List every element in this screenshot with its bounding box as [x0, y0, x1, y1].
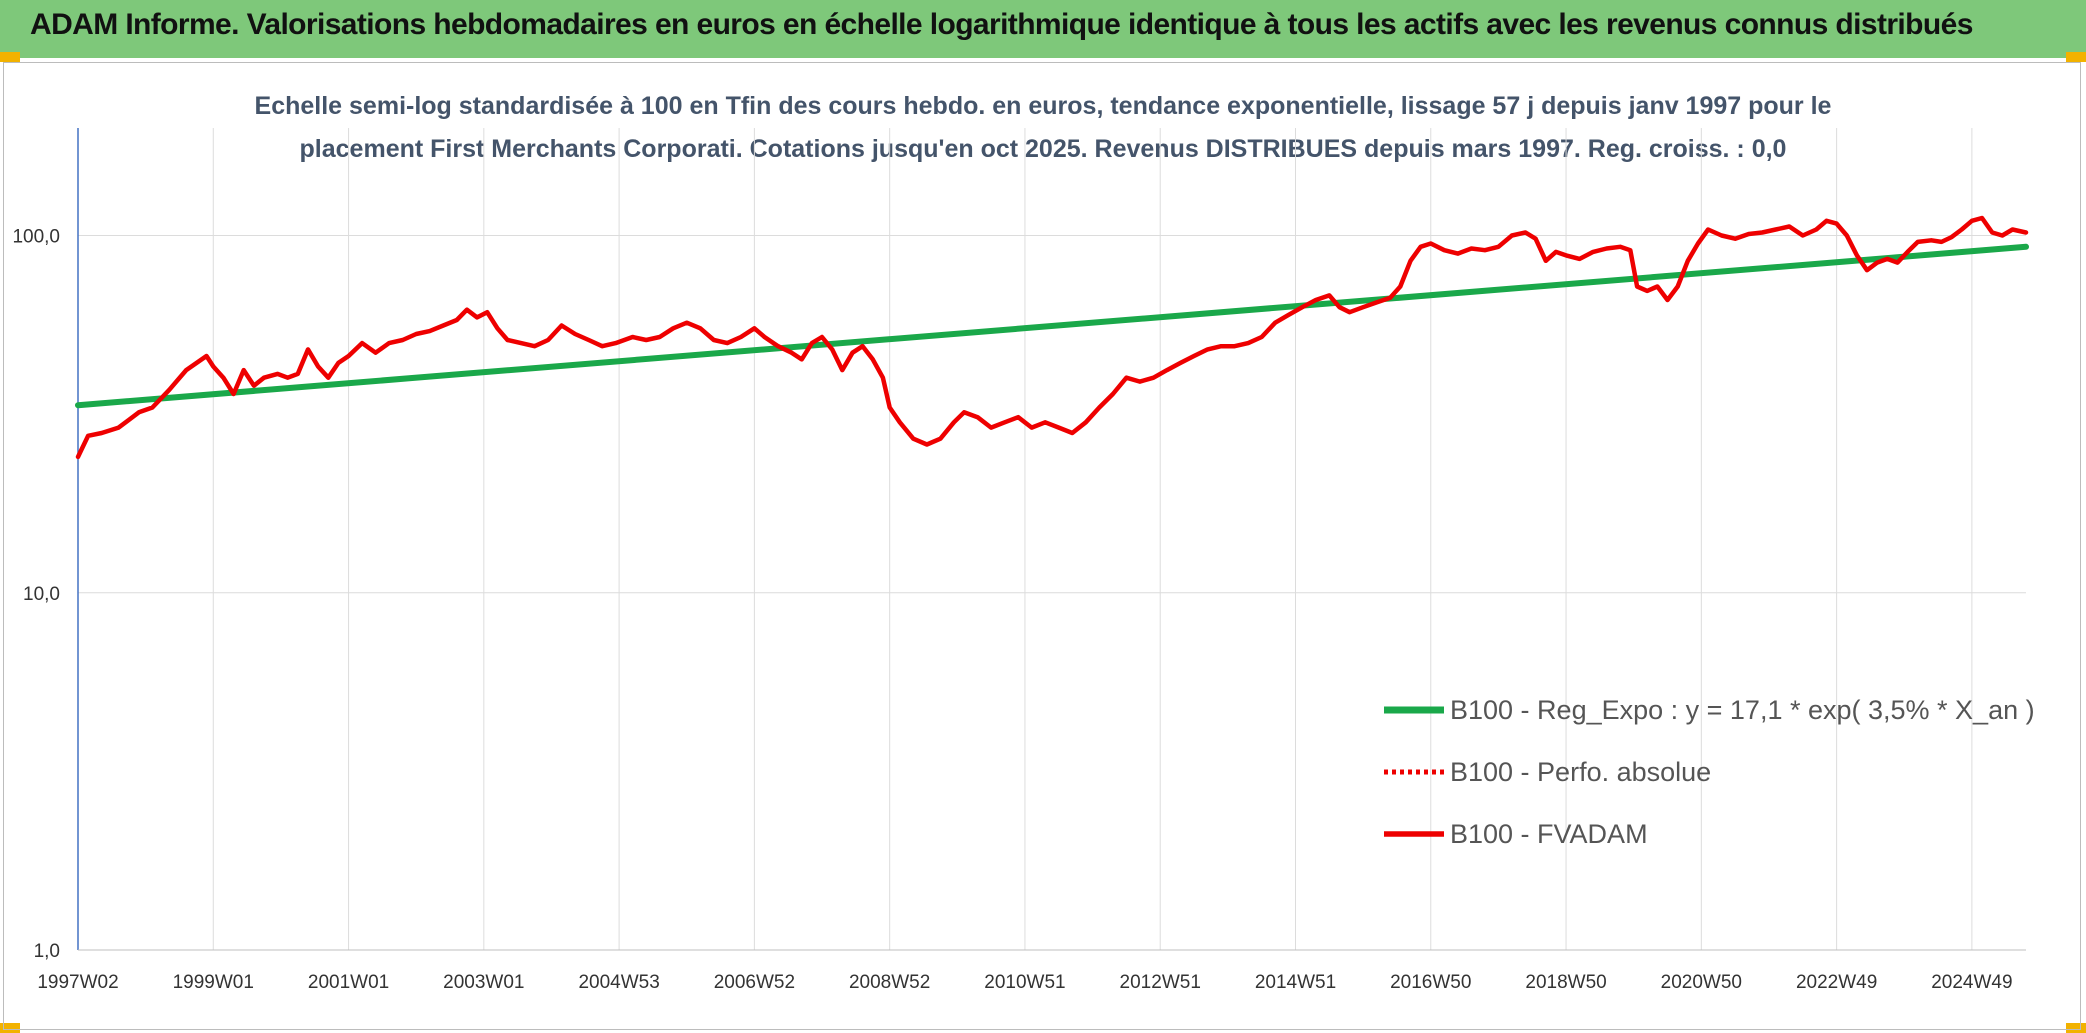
x-tick-label: 1997W02	[37, 972, 118, 993]
x-tick-label: 2012W51	[1120, 972, 1201, 993]
x-tick-label: 2016W50	[1390, 972, 1471, 993]
axes: 1997W02 1999W01 2001W01 2003W01 2004W53 2006W…	[12, 128, 2026, 993]
x-tick-label: 2001W01	[308, 972, 389, 993]
x-tick-label: 2024W49	[1931, 972, 2012, 993]
y-tick-label: 100,0	[12, 227, 60, 248]
x-tick-label: 2010W51	[984, 972, 1065, 993]
x-tick-label: 2004W53	[578, 972, 659, 993]
legend-label-1: B100 - Perfo. absolue	[1450, 757, 1711, 787]
corner-marker-top-right	[2066, 52, 2086, 62]
chart-frame	[3, 62, 2081, 1030]
chart-subtitle-line-2: placement First Merchants Corporati. Cot…	[300, 135, 1787, 163]
legend-label-2: B100 - FVADAM	[1450, 819, 1648, 849]
x-tick-label: 2022W49	[1796, 972, 1877, 993]
header-bar: ADAM Informe. Valorisations hebdomadaire…	[0, 0, 2086, 58]
x-tick-label: 2006W52	[714, 972, 795, 993]
legend-label-0: B100 - Reg_Expo : y = 17,1 * exp( 3,5% *…	[1450, 695, 2035, 725]
series-line-0	[75, 243, 2029, 409]
page-title: ADAM Informe. Valorisations hebdomadaire…	[30, 8, 1973, 41]
x-tick-label: 2008W52	[849, 972, 930, 993]
series-line-2	[75, 215, 2029, 460]
x-tick-label: 1999W01	[173, 972, 254, 993]
grid-lines	[78, 128, 2026, 951]
legend: B100 - Reg_Expo : y = 17,1 * exp( 3,5% *…	[1384, 695, 2035, 849]
y-tick-label: 1,0	[34, 941, 60, 962]
corner-marker-bottom-right	[2066, 1023, 2086, 1033]
x-tick-label: 2020W50	[1661, 972, 1742, 993]
x-tick-label: 2003W01	[443, 972, 524, 993]
corner-marker-bottom-left	[0, 1023, 20, 1033]
y-tick-label: 10,0	[23, 584, 60, 605]
chart-subtitle-line-1: Echelle semi-log standardisée à 100 en T…	[255, 92, 1832, 120]
x-tick-label: 2014W51	[1255, 972, 1336, 993]
corner-marker-top-left	[0, 52, 20, 62]
series-lines	[75, 215, 2029, 460]
x-tick-label: 2018W50	[1525, 972, 1606, 993]
